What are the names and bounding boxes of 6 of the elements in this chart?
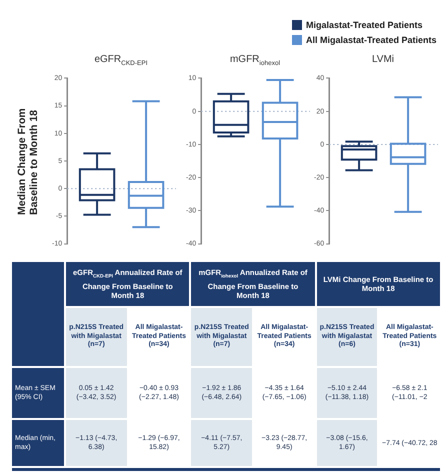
legend-label: Migalastat-Treated Patients [306, 20, 423, 30]
chart-title: LVMi [370, 54, 396, 65]
y-axis-title: Median Change From Baseline to Month 18 [16, 108, 40, 218]
chart-title: eGFR$_{CKD-EPI}$ [93, 54, 149, 67]
chart-title: mGFR$_{iohexol}$ [228, 54, 282, 67]
legend-label: All Migalastat-Treated Patients [306, 35, 437, 45]
